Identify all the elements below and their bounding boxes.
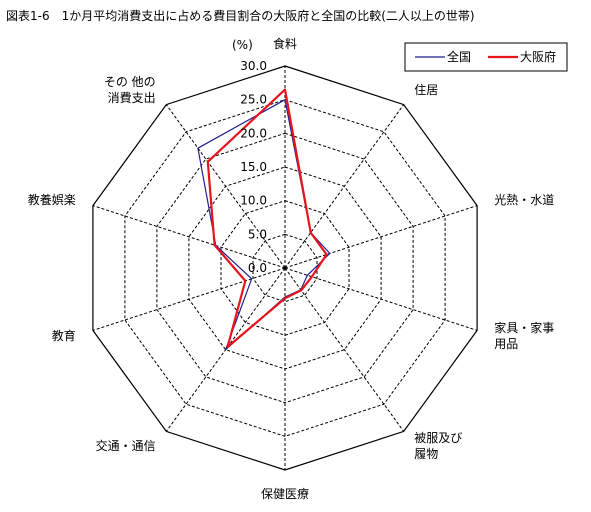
tick-label: 15.0 [240,160,267,174]
chart-title: 図表1-6 1か月平均消費支出に占める費目割合の大阪府と全国の比較(二人以上の世… [6,8,475,23]
grid-spoke-7 [92,267,286,331]
axis-label-3: 家具・家事用品 [494,320,554,351]
axis-label-7: 教育 [52,328,76,343]
axis-label-4: 被服及び履物 [414,431,462,461]
grid-spoke-3 [284,267,478,331]
axis-label-9: その 他の消費支出 [104,75,156,105]
tick-label: 30.0 [240,59,267,73]
tick-label: 25.0 [240,93,267,107]
axis-label-5: 保健医療 [261,487,309,501]
series [197,88,331,351]
tick-label: 5.0 [248,227,267,241]
legend: 全国 大阪府 [404,42,568,72]
grid-spoke-8 [92,205,286,269]
series-line-1 [206,88,328,349]
grid-ring-4 [156,132,414,404]
legend-label-osaka: 大阪府 [520,49,556,64]
grid-spoke-1 [284,104,405,269]
axis-label-0: 食料 [273,36,297,51]
unit-label: (%) [232,38,253,52]
tick-label: 10.0 [240,194,267,208]
grid-ring-5 [124,99,446,437]
axis-label-6: 交通・通信 [96,438,156,453]
axis-label-1: 住居 [414,83,438,97]
tick-labels: 0.0 5.0 10.0 15.0 20.0 25.0 30.0 [240,59,267,275]
axis-label-8: 教養娯楽 [28,192,76,207]
series-line-0 [197,99,331,351]
grid-spoke-9 [165,104,286,269]
legend-label-national: 全国 [447,49,471,64]
tick-label: 0.0 [248,261,267,275]
grid-ring-2 [220,200,350,336]
tick-label: 20.0 [240,126,267,140]
axis-label-2: 光熱・水道 [494,193,554,207]
grid-spoke-4 [284,267,405,432]
grid-spoke-2 [284,205,478,269]
